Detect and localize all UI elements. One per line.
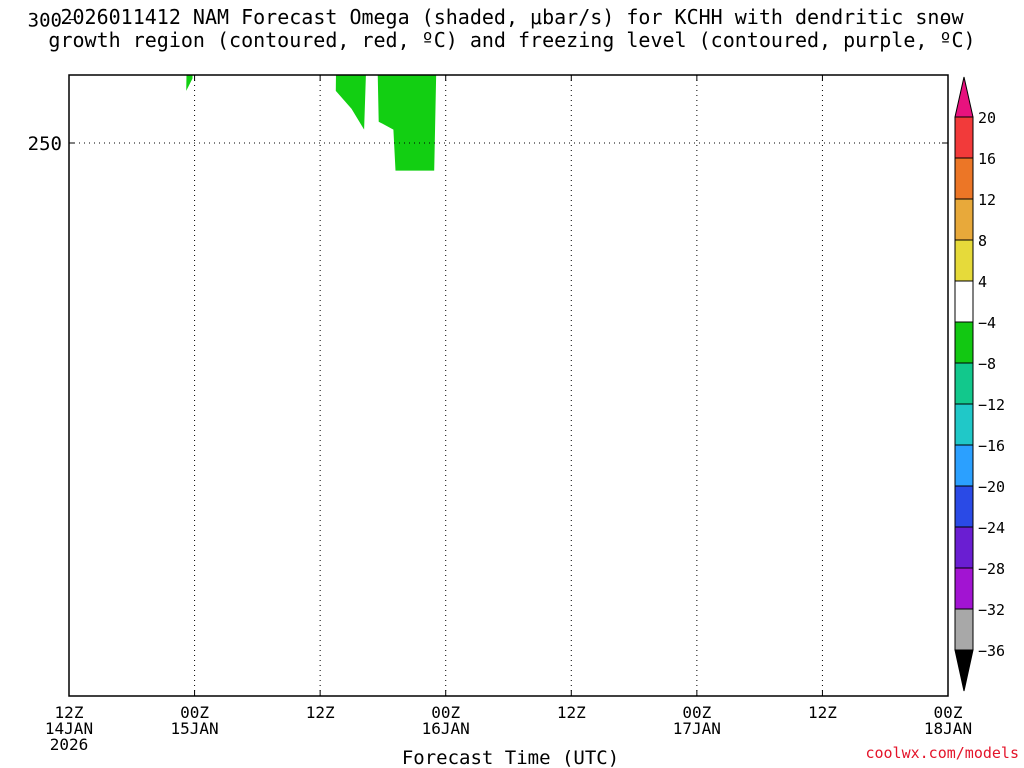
x-tick-label-48-1: 12Z	[557, 703, 586, 722]
x-tick-label-60-2: 17JAN	[673, 719, 721, 738]
colorbar-label-2: 12	[978, 191, 996, 209]
credit-text: coolwx.com/models	[865, 744, 1019, 762]
omega-area-4	[281, 0, 297, 54]
colorbar-label-13: −36	[978, 642, 1005, 660]
colorbar-label-3: 8	[978, 232, 987, 250]
x-tick-label-12-1: 00Z	[180, 703, 209, 722]
x-tick-label-12-2: 15JAN	[170, 719, 218, 738]
colorbar-box-5	[954, 321, 974, 364]
x-tick-label-72-1: 12Z	[808, 703, 837, 722]
x-tick-label-36-2: 16JAN	[422, 719, 470, 738]
colorbar: 20 16 12 8 4 −4 −8 −12 −16 −20 −24 −28 −32 −36	[954, 76, 1005, 692]
colorbar-label-11: −28	[978, 560, 1005, 578]
colorbar-label-4: 4	[978, 273, 987, 291]
colorbar-box-9	[954, 485, 974, 528]
colorbar-label-0: 20	[978, 109, 996, 127]
title-line-1: 2026011412 NAM Forecast Omega (shaded, μ…	[60, 5, 964, 29]
colorbar-box-4	[954, 280, 974, 323]
omega-area-5	[335, 75, 437, 171]
colorbar-box-3	[954, 239, 974, 282]
colorbar-label-6: −8	[978, 355, 996, 373]
colorbar-box-1	[954, 157, 974, 200]
colorbar-label-9: −20	[978, 478, 1005, 496]
x-tick-label-84-2: 18JAN	[924, 719, 972, 738]
colorbar-box-12	[954, 608, 974, 651]
colorbar-label-7: −12	[978, 396, 1005, 414]
colorbar-top-arrow	[954, 76, 974, 118]
colorbar-box-0	[954, 116, 974, 159]
x-tick-label-0-3: 2026	[50, 735, 89, 754]
y-tick-label-250: 250	[28, 133, 62, 155]
x-axis-label: Forecast Time (UTC)	[402, 747, 619, 768]
colorbar-box-11	[954, 567, 974, 610]
x-tick-label-36-1: 00Z	[431, 703, 460, 722]
colorbar-label-8: −16	[978, 437, 1005, 455]
y-tick-label-300: 300	[28, 10, 62, 32]
omega-area-1	[186, 75, 193, 91]
colorbar-label-5: −4	[978, 314, 996, 332]
colorbar-label-1: 16	[978, 150, 996, 168]
colorbar-box-7	[954, 403, 974, 446]
x-tick-label-0-1: 12Z	[55, 703, 84, 722]
colorbar-box-6	[954, 362, 974, 405]
x-tick-label-60-1: 00Z	[682, 703, 711, 722]
colorbar-box-10	[954, 526, 974, 569]
title-line-2: growth region (contoured, red, ºC) and f…	[48, 28, 976, 52]
x-tick-label-0-2: 14JAN	[45, 719, 93, 738]
colorbar-box-8	[954, 444, 974, 487]
plot-area: -18-18-18-12-12-12-120	[69, 0, 948, 696]
plot-frame	[68, 74, 949, 697]
colorbar-box-2	[954, 198, 974, 241]
colorbar-label-10: −24	[978, 519, 1005, 537]
omega-area-3	[246, 0, 276, 31]
chart-title: 2026011412 NAM Forecast Omega (shaded, μ…	[0, 6, 1024, 52]
x-tick-label-24-1: 12Z	[306, 703, 335, 722]
colorbar-label-12: −32	[978, 601, 1005, 619]
x-tick-label-84-1: 00Z	[934, 703, 963, 722]
colorbar-bottom-arrow	[954, 649, 974, 692]
